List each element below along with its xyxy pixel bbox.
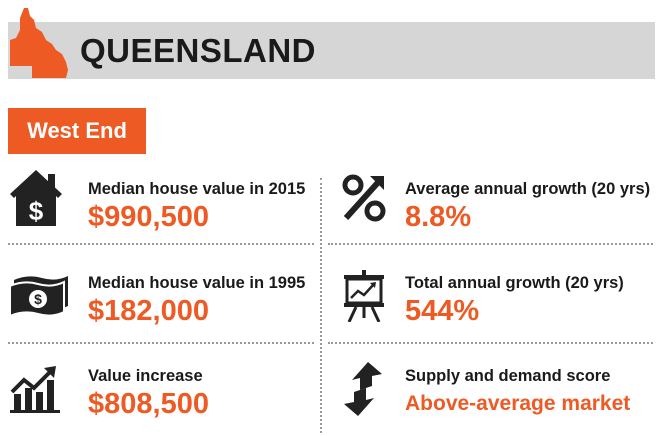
stat-value: 544% (405, 295, 480, 327)
banknote-icon: $ (9, 276, 68, 316)
column-divider (320, 178, 322, 433)
stat-value: 8.8% (405, 201, 472, 233)
suburb-name: West End (8, 108, 146, 154)
stat-label: Total annual growth (20 yrs) (405, 274, 624, 292)
percent-icon (342, 174, 386, 222)
stat-label: Median house value in 2015 (88, 180, 306, 198)
stat-label: Supply and demand score (405, 367, 611, 385)
svg-text:$: $ (34, 291, 42, 307)
row-divider-1b (328, 243, 653, 245)
stat-value: $990,500 (88, 201, 209, 233)
stat-value: Above-average market (405, 392, 631, 415)
stat-value: $182,000 (88, 295, 209, 327)
row-divider-2 (8, 342, 314, 344)
row-divider-2b (328, 342, 653, 344)
row-divider-1 (8, 243, 314, 245)
stat-label: Value increase (88, 367, 203, 385)
swap-arrows-icon (344, 362, 382, 416)
house-dollar-icon: $ (10, 170, 62, 226)
queensland-map-icon (10, 8, 68, 78)
state-banner (8, 22, 655, 79)
stat-label: Median house value in 1995 (88, 274, 306, 292)
easel-chart-icon (344, 270, 384, 322)
svg-text:$: $ (29, 196, 44, 226)
bar-chart-up-icon (10, 366, 60, 413)
stat-value: $808,500 (88, 388, 209, 420)
state-title: QUEENSLAND (80, 32, 317, 69)
stat-label: Average annual growth (20 yrs) (405, 180, 651, 198)
